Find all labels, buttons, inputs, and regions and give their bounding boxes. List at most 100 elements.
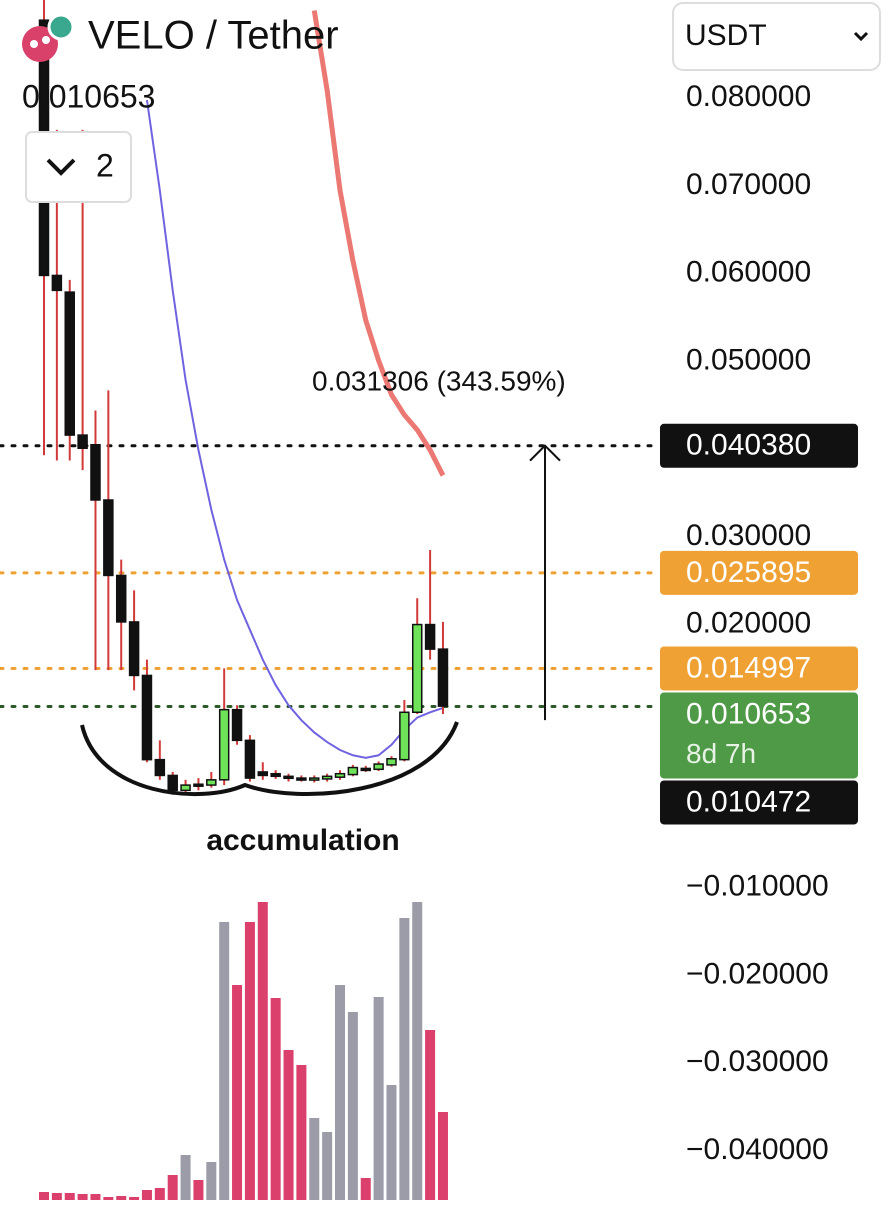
annotation: accumulation <box>206 824 399 857</box>
y-tick-label: −0.030000 <box>686 1045 829 1078</box>
volume-bar <box>180 1155 191 1200</box>
volume-bar <box>425 1030 436 1200</box>
price-label: 0.040380 <box>686 429 811 462</box>
volume-bar <box>206 1162 217 1200</box>
candle-body <box>193 783 204 787</box>
header: VELO / Tether 0.010653 2 USDT <box>22 2 881 203</box>
price-label-box <box>660 646 858 691</box>
symbol: VELO / Tether <box>88 14 339 58</box>
candle-body <box>244 739 256 779</box>
measure-label: 0.031306 (343.59%) <box>312 365 566 396</box>
volume-bar <box>39 1192 49 1200</box>
candle-body <box>64 291 75 436</box>
candle-body <box>334 772 346 778</box>
candle-body <box>141 674 153 761</box>
coin-icon <box>22 26 58 62</box>
candle-body <box>411 623 423 714</box>
chevron <box>853 31 869 42</box>
y-tick-label: −0.020000 <box>686 957 829 990</box>
label-layer: 0.040380 0.025895 0.014997 0.010653 8d 7h 0.0… <box>660 423 858 825</box>
candle-body <box>115 574 127 623</box>
candle-body <box>399 711 410 761</box>
volume-bar <box>244 922 255 1200</box>
volume-bar <box>141 1190 152 1200</box>
volume-bar <box>154 1188 165 1200</box>
price-label-box <box>660 423 858 468</box>
candle-body <box>51 274 63 292</box>
candle-body <box>90 443 101 501</box>
volume-bar <box>103 1197 114 1200</box>
candle-body <box>321 775 333 780</box>
price-label: 0.014997 <box>686 651 811 684</box>
candle-body <box>257 771 269 777</box>
candle-body <box>309 777 320 781</box>
volume-bar <box>412 902 423 1200</box>
y-tick-label: −0.040000 <box>686 1133 829 1166</box>
candle-body <box>231 708 243 742</box>
volume-bar <box>116 1196 127 1200</box>
volume-bar <box>167 1175 178 1200</box>
volume-bar <box>335 985 346 1200</box>
volume-bar <box>193 1180 204 1200</box>
volume-bar <box>257 902 268 1200</box>
chevron <box>46 158 76 176</box>
moving-average <box>311 10 446 477</box>
y-tick-label: 0.020000 <box>686 606 811 639</box>
volume-bar <box>437 1112 448 1200</box>
volume-bar <box>309 1118 320 1200</box>
volume-bar <box>347 1012 358 1200</box>
accumulation-curve <box>80 721 459 797</box>
indicator-toggle[interactable] <box>25 131 132 203</box>
candle-body <box>424 623 436 650</box>
last-price: 0.010653 <box>22 78 155 114</box>
candle-body <box>206 779 217 786</box>
volume-bar <box>64 1193 75 1200</box>
volume-bar <box>360 1178 371 1200</box>
chart-layer: 0.080000 0.070000 0.060000 0.050000 0.030000… <box>0 0 829 1200</box>
indicator-count: 2 <box>96 147 114 183</box>
candle-body <box>437 648 449 707</box>
coin-icon-dot <box>30 40 38 48</box>
candle-body <box>270 772 281 778</box>
y-tick-label: 0.050000 <box>686 343 811 376</box>
volume-bar <box>51 1193 62 1200</box>
y-tick-label: 0.060000 <box>686 256 811 289</box>
candle-body <box>373 763 384 771</box>
volume-bar <box>219 922 230 1200</box>
y-tick-label: −0.010000 <box>686 870 829 903</box>
quote-icon <box>47 13 75 41</box>
candle-body <box>167 774 178 792</box>
volume-bar <box>283 1050 294 1200</box>
volume-bar <box>232 985 243 1200</box>
candle-body <box>360 767 371 772</box>
volume-bar <box>386 1085 397 1200</box>
coin-icon-dot <box>42 36 50 44</box>
price-label: 0.025895 <box>686 556 811 589</box>
candle-body <box>154 758 166 777</box>
countdown: 8d 7h <box>686 738 756 769</box>
volume-bar <box>322 1132 333 1200</box>
candle-body <box>77 434 88 449</box>
candle-body <box>128 621 140 677</box>
currency-select[interactable] <box>672 2 881 71</box>
volume-bar <box>270 998 281 1200</box>
volume-bar <box>90 1194 101 1200</box>
price-label-box <box>660 780 858 825</box>
price-label-box <box>660 550 858 595</box>
candle-body <box>296 777 307 781</box>
candle-body <box>180 784 191 792</box>
y-tick-label: 0.080000 <box>686 80 811 113</box>
moving-average <box>145 99 444 759</box>
volume-bar <box>77 1194 88 1200</box>
candle-body <box>283 775 294 780</box>
price-label: 0.010472 <box>686 785 811 818</box>
volume-bar <box>399 918 410 1200</box>
volume-bar <box>129 1197 140 1200</box>
price-label-box <box>660 692 858 779</box>
volume-bar <box>296 1065 307 1200</box>
candle-body <box>103 499 114 577</box>
measure-arrowhead <box>529 444 561 462</box>
candle-body <box>386 758 397 766</box>
y-tick-label: 0.070000 <box>686 168 811 201</box>
